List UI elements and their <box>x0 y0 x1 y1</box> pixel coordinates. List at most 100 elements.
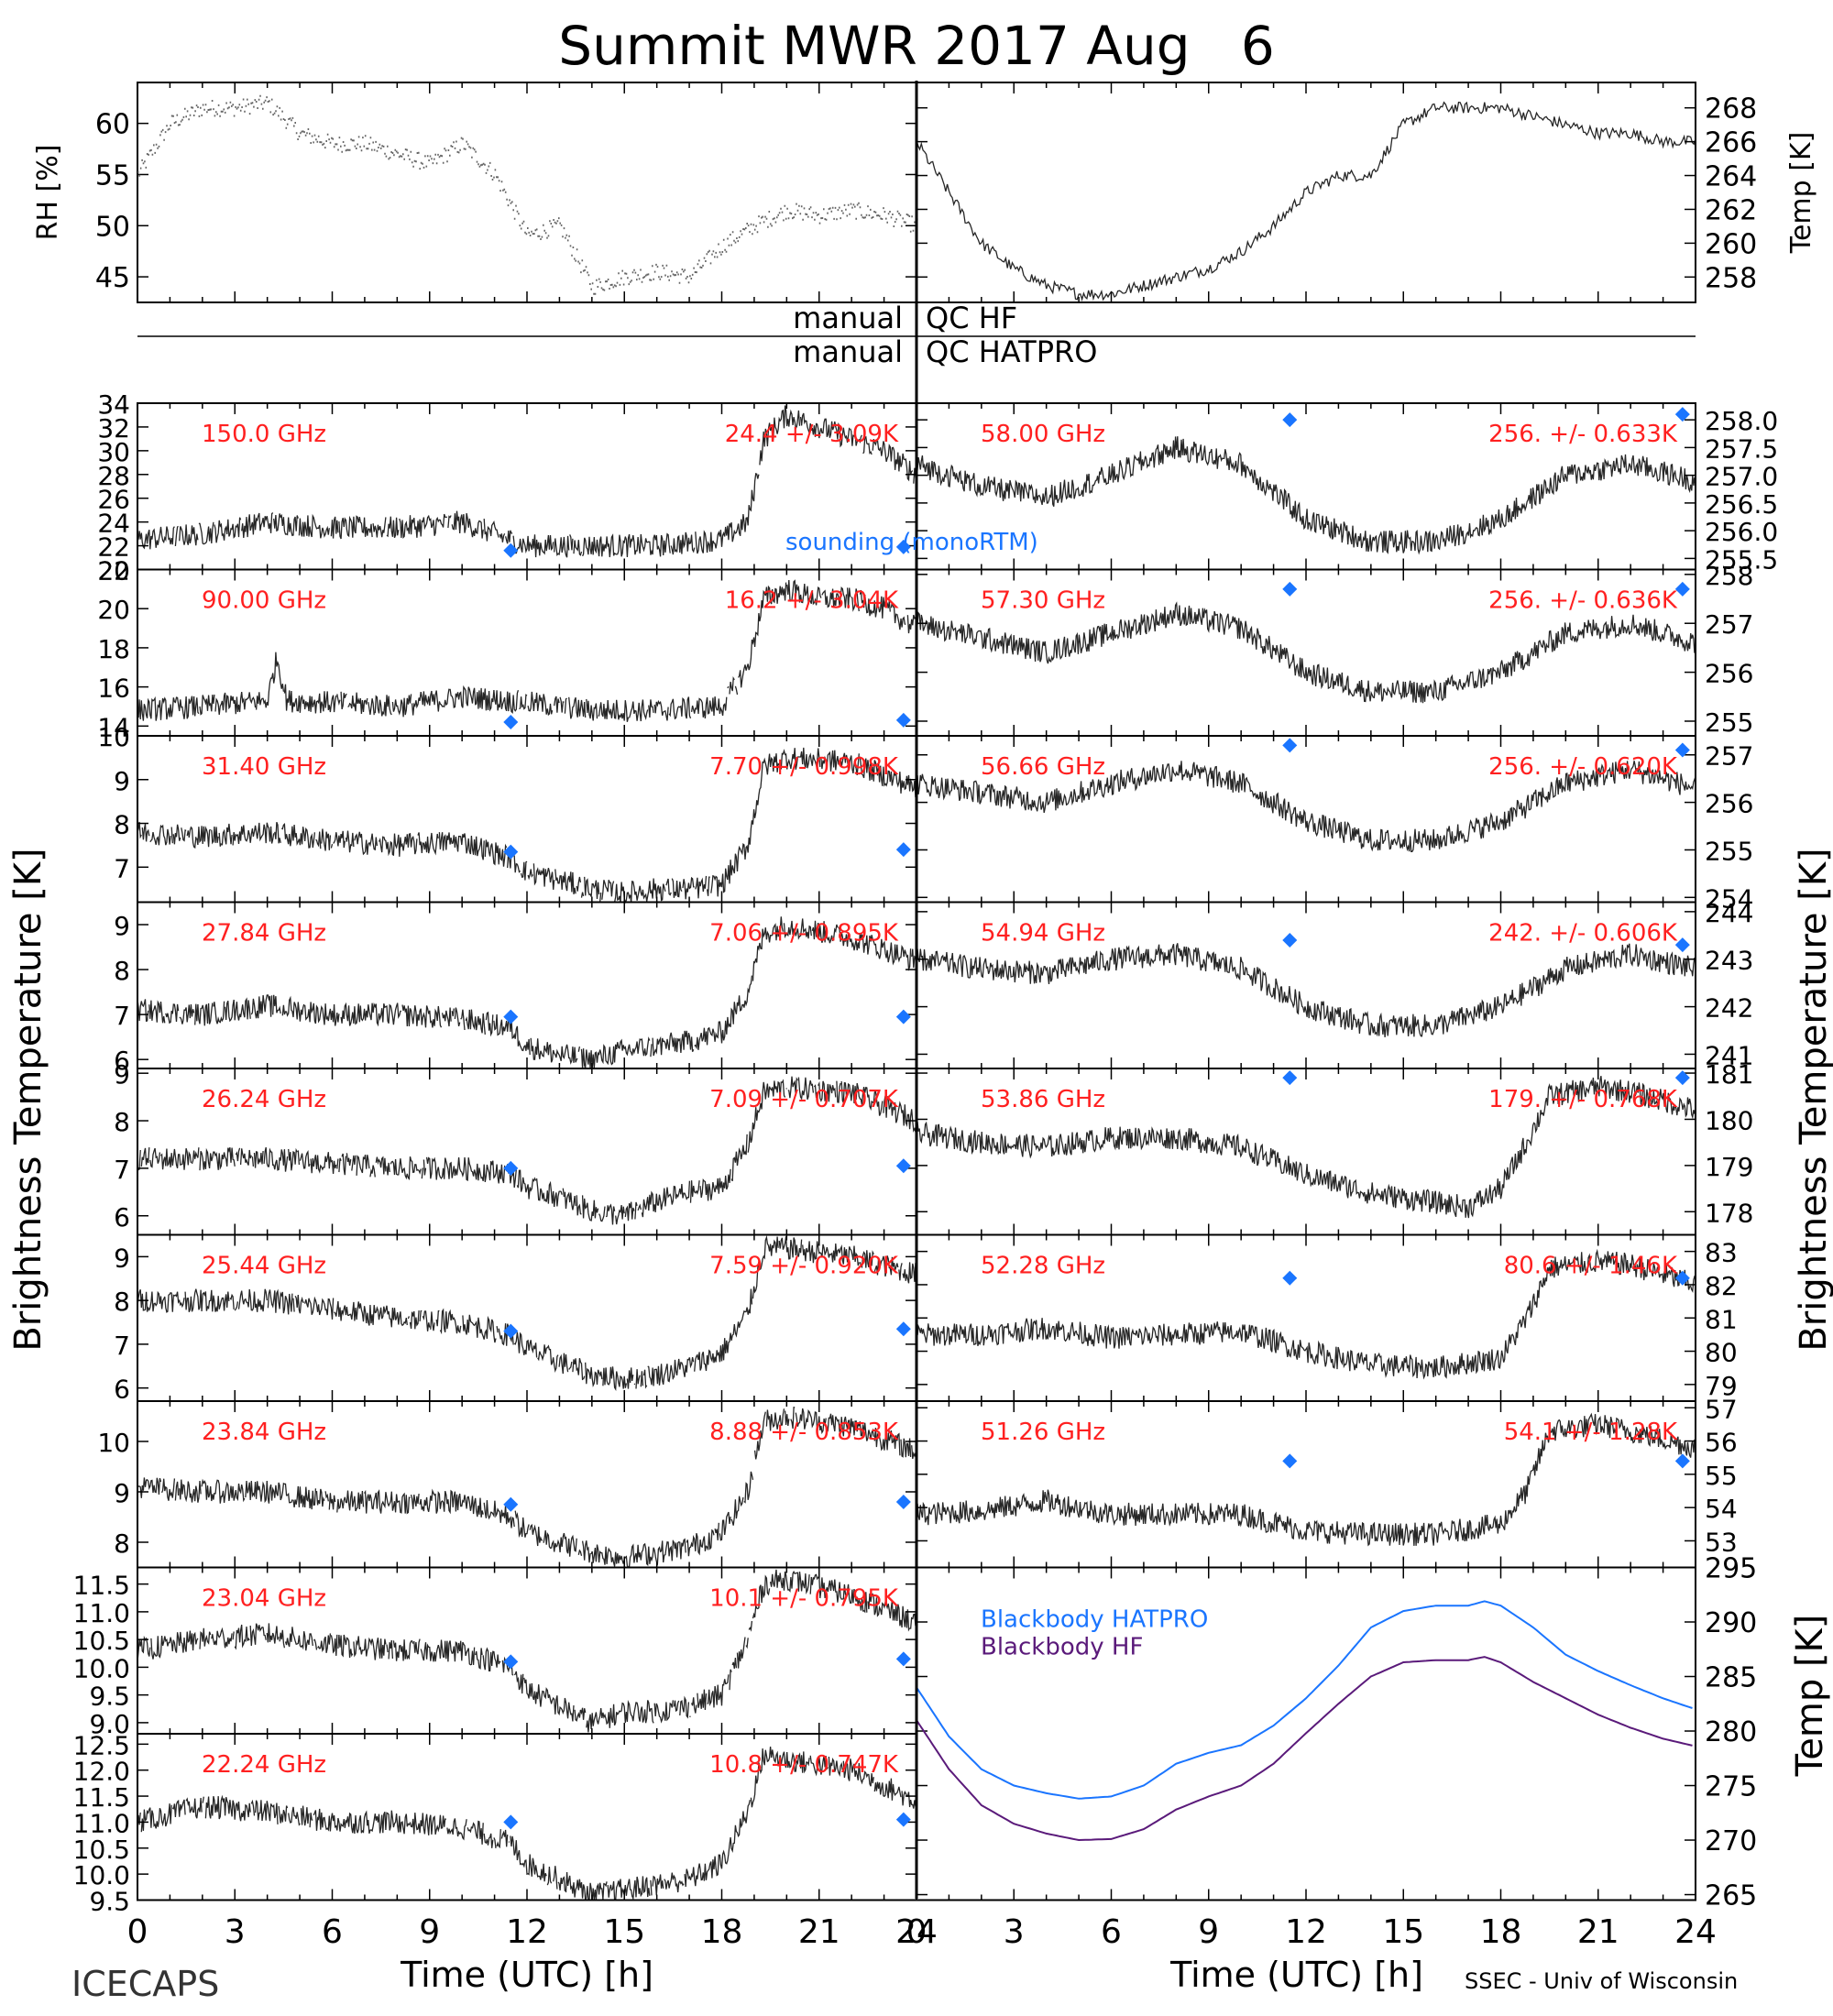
blackbody-line <box>916 1600 1693 1800</box>
x-tick-label: 21 <box>1577 1913 1619 1951</box>
sounding-marker <box>895 1651 911 1667</box>
x-tick-label: 12 <box>1285 1913 1327 1951</box>
channel-frequency-label: 90.00 GHz <box>202 587 326 615</box>
x-tick-label: 0 <box>127 1913 148 1951</box>
sounding-marker <box>503 844 519 860</box>
channel-stat-label: 242. +/- 0.606K <box>1488 920 1678 948</box>
y-tick-label: 7 <box>114 1155 130 1185</box>
y-tick-label: 50 <box>95 211 130 243</box>
y-tick-label: 18 <box>97 634 130 664</box>
channel-stat-label: 179. +/- 0.768K <box>1488 1086 1678 1113</box>
sounding-marker <box>895 1495 911 1509</box>
sounding-marker <box>1282 1453 1298 1469</box>
figure-title: Summit MWR 2017 Aug 6 <box>558 15 1275 77</box>
sounding-marker <box>895 1812 911 1827</box>
channel-stat-label: 10.8 +/- 0.747K <box>709 1751 899 1779</box>
series-line <box>916 943 1696 1038</box>
y-tick-label: 258 <box>1705 262 1757 294</box>
y-tick-label: 256 <box>1705 789 1753 819</box>
y-tick-label: 257.5 <box>1705 433 1778 464</box>
y-tick-label: 257.0 <box>1705 462 1778 492</box>
sounding-marker <box>1674 581 1690 597</box>
x-axis-label-right: Time (UTC) [h] <box>1169 1955 1423 1995</box>
channel-frequency-label: 54.94 GHz <box>981 920 1105 948</box>
channel-frequency-label: 56.66 GHz <box>981 753 1105 781</box>
channel-stat-label: 256. +/- 0.620K <box>1488 753 1678 781</box>
series-line <box>916 1248 1696 1380</box>
qc-hatpro-right: QC HATPRO <box>926 334 1097 369</box>
sounding-marker <box>1282 1070 1298 1086</box>
y-tick-label: 241 <box>1705 1040 1753 1070</box>
channel-frequency-label: 23.84 GHz <box>202 1419 326 1446</box>
y-tick-label: 9.0 <box>89 1709 130 1739</box>
x-tick-label: 24 <box>895 1913 938 1951</box>
y-tick-label: 290 <box>1705 1607 1757 1639</box>
series-line <box>137 1234 917 1391</box>
y-tick-label: 178 <box>1705 1198 1753 1228</box>
y-axis-title-left: Brightness Temperature [K] <box>7 848 49 1351</box>
channel-stat-label: 256. +/- 0.633K <box>1488 421 1678 448</box>
channel-stat-label: 16.2 +/- 3.04K <box>725 587 899 615</box>
series-line <box>916 101 1696 302</box>
y-tick-label: 12.5 <box>73 1730 130 1760</box>
series-line <box>916 436 1696 555</box>
y-tick-label: 11.5 <box>73 1782 130 1813</box>
y-tick-label: 45 <box>95 262 130 294</box>
y-tick-label: 243 <box>1705 946 1753 976</box>
y-tick-label: 8 <box>114 1107 130 1137</box>
y-tick-label: 10 <box>97 722 130 752</box>
y-tick-label: 55 <box>1705 1461 1738 1491</box>
y-tick-label: 12.0 <box>73 1757 130 1787</box>
y-tick-label: 264 <box>1705 161 1757 193</box>
dividers <box>137 81 1696 1899</box>
panel-54.94: 241 242 243 244 54.94 GHz 242. +/- 0.606K <box>916 898 1753 1070</box>
y-tick-label: 14 <box>97 712 130 742</box>
y-tick-label: 256.5 <box>1705 489 1778 520</box>
y-tick-label: 56 <box>1705 1428 1738 1458</box>
series-line <box>916 601 1696 704</box>
y-tick-label: 256.0 <box>1705 517 1778 547</box>
y-tick-label: 181 <box>1705 1059 1753 1090</box>
x-tick-label: 21 <box>798 1913 840 1951</box>
y-tick-label: 24 <box>97 509 130 539</box>
sounding-marker <box>503 1160 519 1176</box>
y-tick-label: 8 <box>114 810 130 840</box>
y-tick-label: 22 <box>97 532 130 563</box>
channel-stat-label: 7.70 +/- 0.998K <box>709 753 899 781</box>
channel-frequency-label: 22.24 GHz <box>202 1751 326 1779</box>
panel-26.24: 6 7 8 9 26.24 GHz 7.09 +/- 0.707K <box>114 1059 917 1236</box>
y-tick-label: 257 <box>1705 609 1753 640</box>
sounding-marker <box>1674 1270 1690 1286</box>
y-tick-label: 9 <box>114 1059 130 1090</box>
channel-frequency-label: 31.40 GHz <box>202 753 326 781</box>
sounding-marker <box>1282 932 1298 948</box>
rh-axis-label: RH [%] <box>32 145 64 241</box>
y-tick-label: 180 <box>1705 1105 1753 1135</box>
y-tick-label: 10.5 <box>73 1835 130 1865</box>
series-line <box>137 579 917 722</box>
series-line <box>137 747 917 904</box>
sounding-marker <box>1282 412 1298 428</box>
y-tick-label: 275 <box>1705 1771 1757 1803</box>
channel-stat-label: 7.06 +/- 0.895K <box>709 920 899 948</box>
channel-stat-label: 24.4 +/- 3.09K <box>725 421 899 448</box>
y-tick-label: 55 <box>95 159 130 192</box>
x-tick-label: 0 <box>906 1913 927 1951</box>
channel-stat-label: 8.88 +/- 0.853K <box>709 1419 899 1446</box>
y-tick-label: 266 <box>1705 127 1757 159</box>
y-tick-label: 20 <box>97 595 130 625</box>
blackbody-line <box>916 1656 1693 1842</box>
y-tick-label: 179 <box>1705 1152 1753 1182</box>
series-line <box>137 1407 917 1569</box>
y-tick-label: 7 <box>114 1001 130 1031</box>
x-tick-label: 15 <box>603 1913 645 1951</box>
qc-hf-left: manual <box>793 301 903 335</box>
series-line <box>137 916 917 1069</box>
y-tick-label: 260 <box>1705 228 1757 260</box>
sounding-marker <box>1282 1270 1298 1286</box>
x-tick-label: 18 <box>701 1913 743 1951</box>
rh-points <box>137 94 918 295</box>
